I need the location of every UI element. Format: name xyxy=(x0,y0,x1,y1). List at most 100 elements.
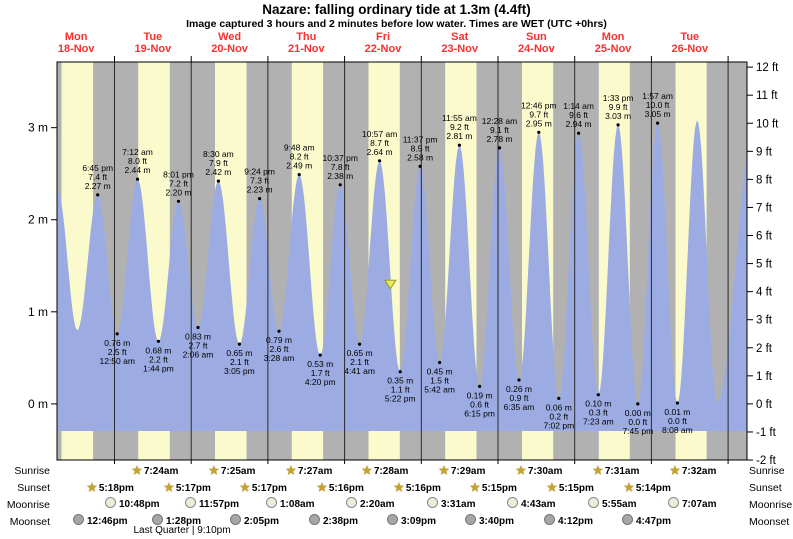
chart-frame xyxy=(56,61,748,461)
low-tide-label: 2:06 am xyxy=(183,350,214,360)
day-name-label: Sat xyxy=(451,31,468,43)
low-tide-label: 2.5 ft xyxy=(108,347,128,357)
sunset-entry: ★ 5:17pm xyxy=(164,480,211,496)
sunset-time: 5:17pm xyxy=(175,483,211,494)
tide-extreme-dot xyxy=(656,121,660,125)
sun-star-icon: ★ xyxy=(317,482,327,494)
tide-extreme-dot xyxy=(537,130,541,134)
tide-extreme-dot xyxy=(277,329,281,333)
sunrise-time: 7:27am xyxy=(297,466,333,477)
low-tide-label: 1:44 pm xyxy=(143,363,174,373)
moon-phase-label: Last Quarter | 9:10pm xyxy=(133,525,231,536)
low-tide-label: 1.5 ft xyxy=(430,376,450,386)
high-tide-label: 2.78 m xyxy=(487,134,513,144)
high-tide-label: 9.9 ft xyxy=(609,102,629,112)
high-tide-label: 8.0 ft xyxy=(128,156,148,166)
moonrise-entry: 1:08am xyxy=(266,497,314,513)
low-tide-label: 0.53 m xyxy=(307,359,333,369)
low-tide-label: 0.26 m xyxy=(506,384,532,394)
moon-icon xyxy=(668,497,679,508)
day-gridlines xyxy=(114,56,729,464)
low-tide-label: 0.83 m xyxy=(185,332,211,342)
tide-extreme-dot xyxy=(297,173,301,177)
low-tide-label: 6:15 pm xyxy=(464,408,495,418)
low-tide-label: 12:50 am xyxy=(99,356,134,366)
tide-extreme-dot xyxy=(135,177,140,181)
y-tick-label-ft: 8 ft xyxy=(756,174,773,186)
sun-star-icon: ★ xyxy=(240,482,250,494)
tide-extreme-dot xyxy=(438,360,442,365)
low-tide-label: 0.79 m xyxy=(266,335,292,345)
low-tide-label: 0.35 m xyxy=(387,376,413,386)
high-tide-label: 12:46 pm xyxy=(521,100,556,110)
low-tide-label: 0.9 ft xyxy=(510,393,530,403)
moonrise-time: 2:20am xyxy=(360,499,395,510)
high-tide-label: 1:14 am xyxy=(563,101,594,111)
sun-star-icon: ★ xyxy=(593,465,603,477)
low-tide-label: 7:45 pm xyxy=(622,426,653,436)
chart-title: Nazare: falling ordinary tide at 1.3m (4… xyxy=(262,2,531,17)
moonset-entry: 2:05pm xyxy=(230,514,279,530)
moonset-entry: 1:28pm xyxy=(152,514,201,530)
moonrise-row-label-left: Moonrise xyxy=(6,499,50,511)
moonrise-time: 5:55am xyxy=(602,499,637,510)
high-tide-label: 3.05 m xyxy=(645,109,671,119)
high-tide-label: 7:12 am xyxy=(122,147,153,157)
day-name-label: Mon xyxy=(602,31,625,43)
low-tide-label: 3:05 pm xyxy=(224,366,255,376)
y-tick-label-ft: 0 ft xyxy=(756,399,773,411)
moonset-time: 4:12pm xyxy=(558,516,594,527)
low-tide-label: 3:28 am xyxy=(264,353,295,363)
sunset-time: 5:14pm xyxy=(635,483,671,494)
low-tide-label: 0.45 m xyxy=(427,367,453,377)
chart-subtitle: Image captured 3 hours and 2 minutes bef… xyxy=(186,18,607,30)
sunrise-time: 7:25am xyxy=(220,466,256,477)
y-tick-label-ft: 5 ft xyxy=(756,259,773,271)
high-tide-label: 8.2 ft xyxy=(290,152,310,162)
sunrise-entry: ★ 7:31am xyxy=(593,463,639,479)
low-tide-label: 0.06 m xyxy=(546,402,572,412)
sun-star-icon: ★ xyxy=(670,465,680,477)
moon-icon xyxy=(73,514,84,525)
moonset-time: 2:38pm xyxy=(323,516,359,527)
y-tick-label-ft: 6 ft xyxy=(756,231,773,243)
high-tide-label: 7.8 ft xyxy=(331,162,351,172)
high-tide-label: 10:37 pm xyxy=(322,153,357,163)
moonset-entry: 2:38pm xyxy=(309,514,358,530)
sunrise-entry: ★ 7:24am xyxy=(132,463,178,479)
moon-icon xyxy=(387,514,398,525)
sun-star-icon: ★ xyxy=(516,465,526,477)
low-tide-label: 0.65 m xyxy=(347,348,373,358)
moon-icon xyxy=(622,514,633,525)
moon-icon xyxy=(507,497,518,508)
sunrise-row-label-right: Sunrise xyxy=(749,465,785,477)
moonset-row-label-right: Moonset xyxy=(749,516,790,528)
tide-extreme-dot xyxy=(675,401,680,405)
high-tide-label: 2.58 m xyxy=(407,152,433,162)
high-tide-label: 7.2 ft xyxy=(169,178,189,188)
high-tide-label: 8.7 ft xyxy=(370,138,390,148)
sunset-entry: ★ 5:15pm xyxy=(547,480,594,496)
day-name-label: Tue xyxy=(680,31,699,43)
high-tide-label: 9.2 ft xyxy=(450,122,470,132)
high-tide-label: 11:37 pm xyxy=(403,134,438,144)
y-tick-label-ft: 10 ft xyxy=(756,118,779,130)
sun-star-icon: ★ xyxy=(362,465,372,477)
tide-extreme-dot xyxy=(318,353,322,357)
tide-extreme-dot xyxy=(636,402,640,406)
low-tide-label: 1.7 ft xyxy=(311,368,331,378)
high-tide-label: 2.23 m xyxy=(247,185,273,195)
sun-star-icon: ★ xyxy=(209,465,219,477)
day-date-label: 24-Nov xyxy=(518,43,556,55)
low-tide-label: 4:20 pm xyxy=(305,377,336,387)
moonset-entry: 3:40pm xyxy=(465,514,514,530)
y-axis-feet: -2 ft -1 ft 0 ft 1 ft 2 ft 3 ft 4 ft 5 ft 6 ft 7 … xyxy=(747,62,779,467)
y-tick-label-ft: 4 ft xyxy=(756,287,773,299)
moonrise-time: 10:48pm xyxy=(119,499,160,510)
day-date-label: 25-Nov xyxy=(595,43,633,55)
low-tide-label: 4:41 am xyxy=(344,366,375,376)
high-tide-label: 8:01 pm xyxy=(163,169,194,179)
sunrise-entry: ★ 7:30am xyxy=(516,463,562,479)
day-date-label: 20-Nov xyxy=(211,43,249,55)
